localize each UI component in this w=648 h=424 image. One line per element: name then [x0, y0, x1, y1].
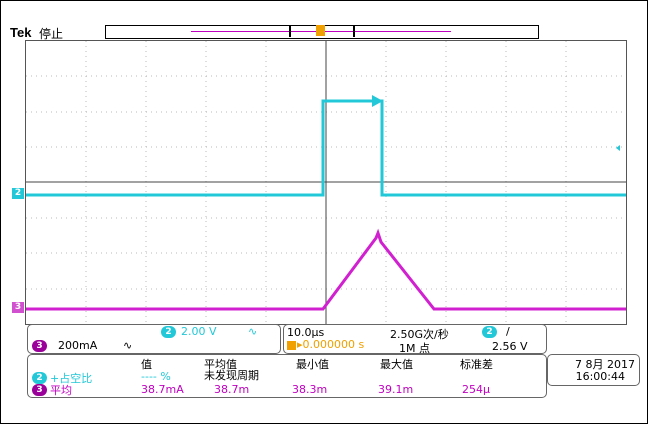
col-header-std: 标准差: [460, 358, 493, 371]
trigger-level: 2.56 V: [492, 340, 528, 353]
ch3-waveform: [26, 228, 626, 311]
col-header-min: 最小值: [296, 358, 329, 371]
waveform-display: [26, 41, 626, 324]
ch2-scale: 2.00 V: [181, 325, 217, 338]
timebase-delay: ▸0.000000 s: [297, 338, 365, 351]
ch2-badge: 2: [161, 326, 176, 338]
timebase-scale: 10.0μs: [287, 326, 325, 339]
ch3-ground-marker[interactable]: 3: [12, 302, 24, 313]
datetime-display[interactable]: 7 8月 2017 16:00:44: [547, 354, 640, 386]
trigger-slope-icon: /: [506, 325, 510, 338]
center-axes: [26, 41, 626, 324]
brand-logo: Tek: [10, 25, 32, 40]
col-header-value: 值: [141, 358, 152, 371]
col-header-max: 最大值: [380, 358, 413, 371]
row2-value: 38.7mA: [141, 383, 184, 396]
row2-channel-badge: 3: [32, 384, 47, 396]
graticule: [25, 40, 627, 325]
ch3-badge: 3: [32, 340, 47, 352]
row2-name: 平均: [50, 384, 72, 397]
ch2-arrow-icon: [372, 95, 383, 107]
row2-max: 39.1m: [378, 383, 414, 396]
col-header-mean: 平均值: [204, 358, 237, 371]
row2-min: 38.3m: [292, 383, 328, 396]
trigger-position-icon[interactable]: [316, 25, 325, 36]
vertical-settings[interactable]: 2 2.00 V ∿ 3 200mA ∿: [27, 324, 281, 354]
trigger-delay-icon: [287, 341, 296, 350]
sample-rate: 2.50G次/秒: [390, 328, 449, 341]
ch2-coupling-icon: ∿: [248, 325, 258, 338]
record-length: 1M 点: [399, 342, 430, 355]
record-view-window[interactable]: [289, 25, 355, 37]
row1-value: ---- %: [141, 370, 171, 383]
trigger-source-badge: 2: [482, 326, 497, 338]
acquisition-state: 停止: [39, 27, 64, 41]
ch2-ground-marker[interactable]: 2: [12, 188, 24, 199]
date-text: 7 8月 2017: [575, 358, 635, 371]
row1-channel-badge: 2: [32, 372, 47, 384]
row2-mean: 38.7m: [214, 383, 250, 396]
time-text: 16:00:44: [575, 370, 625, 383]
ch3-scale: 200mA: [58, 339, 98, 352]
measurement-table[interactable]: 值 平均值 最小值 最大值 标准差 2 +占空比 ---- % 未发现周期 3 …: [27, 354, 547, 398]
horizontal-settings[interactable]: 10.0μs ▸0.000000 s 2.50G次/秒 1M 点 2 / 2.5…: [283, 324, 547, 355]
ch3-coupling-icon: ∿: [123, 339, 133, 352]
row2-std: 254μ: [462, 383, 490, 396]
ch2-offscreen-icon: [616, 145, 620, 151]
row1-mean: 未发现周期: [204, 369, 259, 382]
row1-name: +占空比: [50, 372, 93, 385]
ch2-waveform: [26, 99, 626, 197]
